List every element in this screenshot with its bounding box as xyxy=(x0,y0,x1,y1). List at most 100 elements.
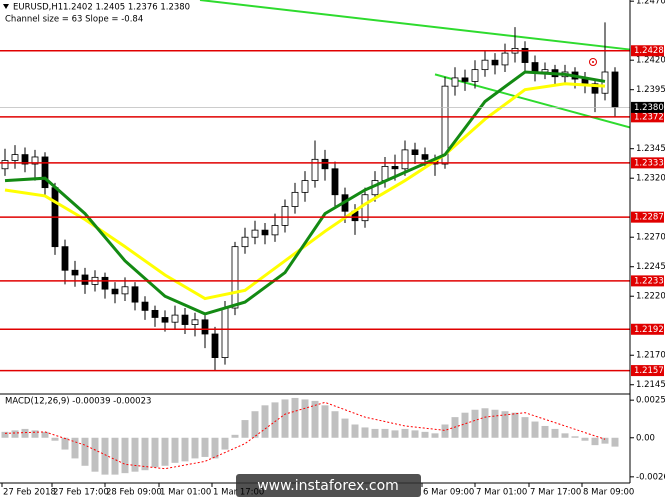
candle-body xyxy=(11,154,19,161)
y-tick-label: 1.2345 xyxy=(636,144,665,154)
level-tag xyxy=(631,211,664,223)
y-tick-label: 1.2395 xyxy=(636,85,665,95)
candle-body xyxy=(21,154,29,165)
y-tick-label: 1.2145 xyxy=(636,380,665,390)
macd-bar xyxy=(491,409,499,438)
signal-line xyxy=(4,401,606,470)
macd-bar xyxy=(1,431,9,438)
candle-body xyxy=(421,154,429,160)
macd-bar xyxy=(461,412,469,438)
macd-bar xyxy=(271,402,279,438)
last-price-tag xyxy=(631,101,664,113)
macd-bar xyxy=(401,428,409,438)
macd-bar xyxy=(481,408,489,438)
macd-bar xyxy=(201,437,209,457)
y-tick-label: -0.00265 xyxy=(636,472,665,482)
macd-bar xyxy=(241,420,249,438)
macd-bar xyxy=(611,437,619,447)
x-tick-label: 7 Mar 17:00 xyxy=(530,488,581,498)
x-tick-label: 1 Mar 17:00 xyxy=(213,488,264,498)
macd-bar xyxy=(101,437,109,475)
macd-bar xyxy=(71,437,79,459)
macd-bar xyxy=(251,411,259,438)
macd-bar xyxy=(111,437,119,475)
candle-body xyxy=(1,160,9,170)
target-icon xyxy=(589,58,597,66)
macd-bar xyxy=(91,437,99,472)
macd-bar xyxy=(541,425,549,438)
candle-body xyxy=(61,246,69,271)
x-tick-label: 1 Mar 01:00 xyxy=(160,488,211,498)
macd-bar xyxy=(601,437,609,444)
macd-bar xyxy=(351,424,359,438)
macd-bar xyxy=(311,400,319,438)
macd-bar xyxy=(381,428,389,438)
candle-body xyxy=(331,168,339,196)
candle-body xyxy=(441,85,449,165)
x-tick-label: 27 Feb 17:00 xyxy=(53,488,109,498)
macd-bar xyxy=(61,437,69,450)
candle-body xyxy=(111,288,119,295)
candle-body xyxy=(311,158,319,181)
x-tick-label: 6 Mar 09:00 xyxy=(423,488,474,498)
moving-average xyxy=(4,70,606,316)
level-label: 1.2287 xyxy=(634,213,664,223)
plot xyxy=(0,0,631,475)
macd-bar xyxy=(81,437,89,466)
y-tick-label: 1.2220 xyxy=(636,292,665,302)
macd-bar xyxy=(171,437,179,463)
candle-body xyxy=(401,149,409,170)
macd-bar xyxy=(511,412,519,438)
macd-bar xyxy=(41,431,49,438)
symbol: EURUSD,H1 xyxy=(13,3,63,13)
level-tag xyxy=(631,323,664,335)
macd-bar xyxy=(231,434,239,438)
macd-bar xyxy=(31,430,39,438)
candle-body xyxy=(611,71,619,108)
candle-body xyxy=(411,149,419,156)
macd-bar xyxy=(581,437,589,441)
macd-bar xyxy=(441,424,449,438)
candle-body xyxy=(161,317,169,323)
candle-body xyxy=(301,180,309,193)
macd-bar xyxy=(591,437,599,446)
macd-title: MACD(12,26,9) -0.00039 -0.00023 xyxy=(5,397,151,407)
macd-bar xyxy=(431,433,439,438)
last-price-label: 1.2380 xyxy=(634,103,664,113)
candle-body xyxy=(491,59,499,66)
watermark-box xyxy=(236,474,421,497)
candle-body xyxy=(231,246,239,309)
candle-body xyxy=(381,166,389,181)
level-tag xyxy=(631,365,664,377)
y-tick-label: 1.2420 xyxy=(636,56,665,66)
candle-body xyxy=(171,314,179,323)
macd-bar xyxy=(321,405,329,438)
macd-bar xyxy=(361,427,369,438)
ohlc: 1.2402 1.2405 1.2376 1.2380 xyxy=(63,3,190,13)
x-tick-label: 7 Mar 01:00 xyxy=(476,488,527,498)
x-tick-label: 28 Feb 09:00 xyxy=(106,488,162,498)
macd-bar xyxy=(261,405,269,438)
moving-average xyxy=(4,82,606,301)
candle-body xyxy=(481,59,489,71)
candle-body xyxy=(81,274,89,285)
macd-bar xyxy=(411,430,419,438)
macd-bar xyxy=(131,437,139,472)
macd-bar xyxy=(281,399,289,438)
macd-bar xyxy=(551,428,559,438)
candle-body xyxy=(31,156,39,165)
level-label: 1.2333 xyxy=(634,158,664,168)
level-tag xyxy=(631,45,664,57)
macd-bar xyxy=(301,399,309,438)
candle-body xyxy=(121,286,129,295)
candle-body xyxy=(271,225,279,236)
macd-bar xyxy=(181,437,189,462)
candle-body xyxy=(531,62,539,73)
macd-bar xyxy=(141,437,149,471)
macd-bar xyxy=(161,437,169,466)
candle-body xyxy=(391,166,399,170)
channel-line xyxy=(199,0,631,51)
y-tick-label: 0.00255 xyxy=(636,396,665,406)
candle-body xyxy=(501,52,509,66)
